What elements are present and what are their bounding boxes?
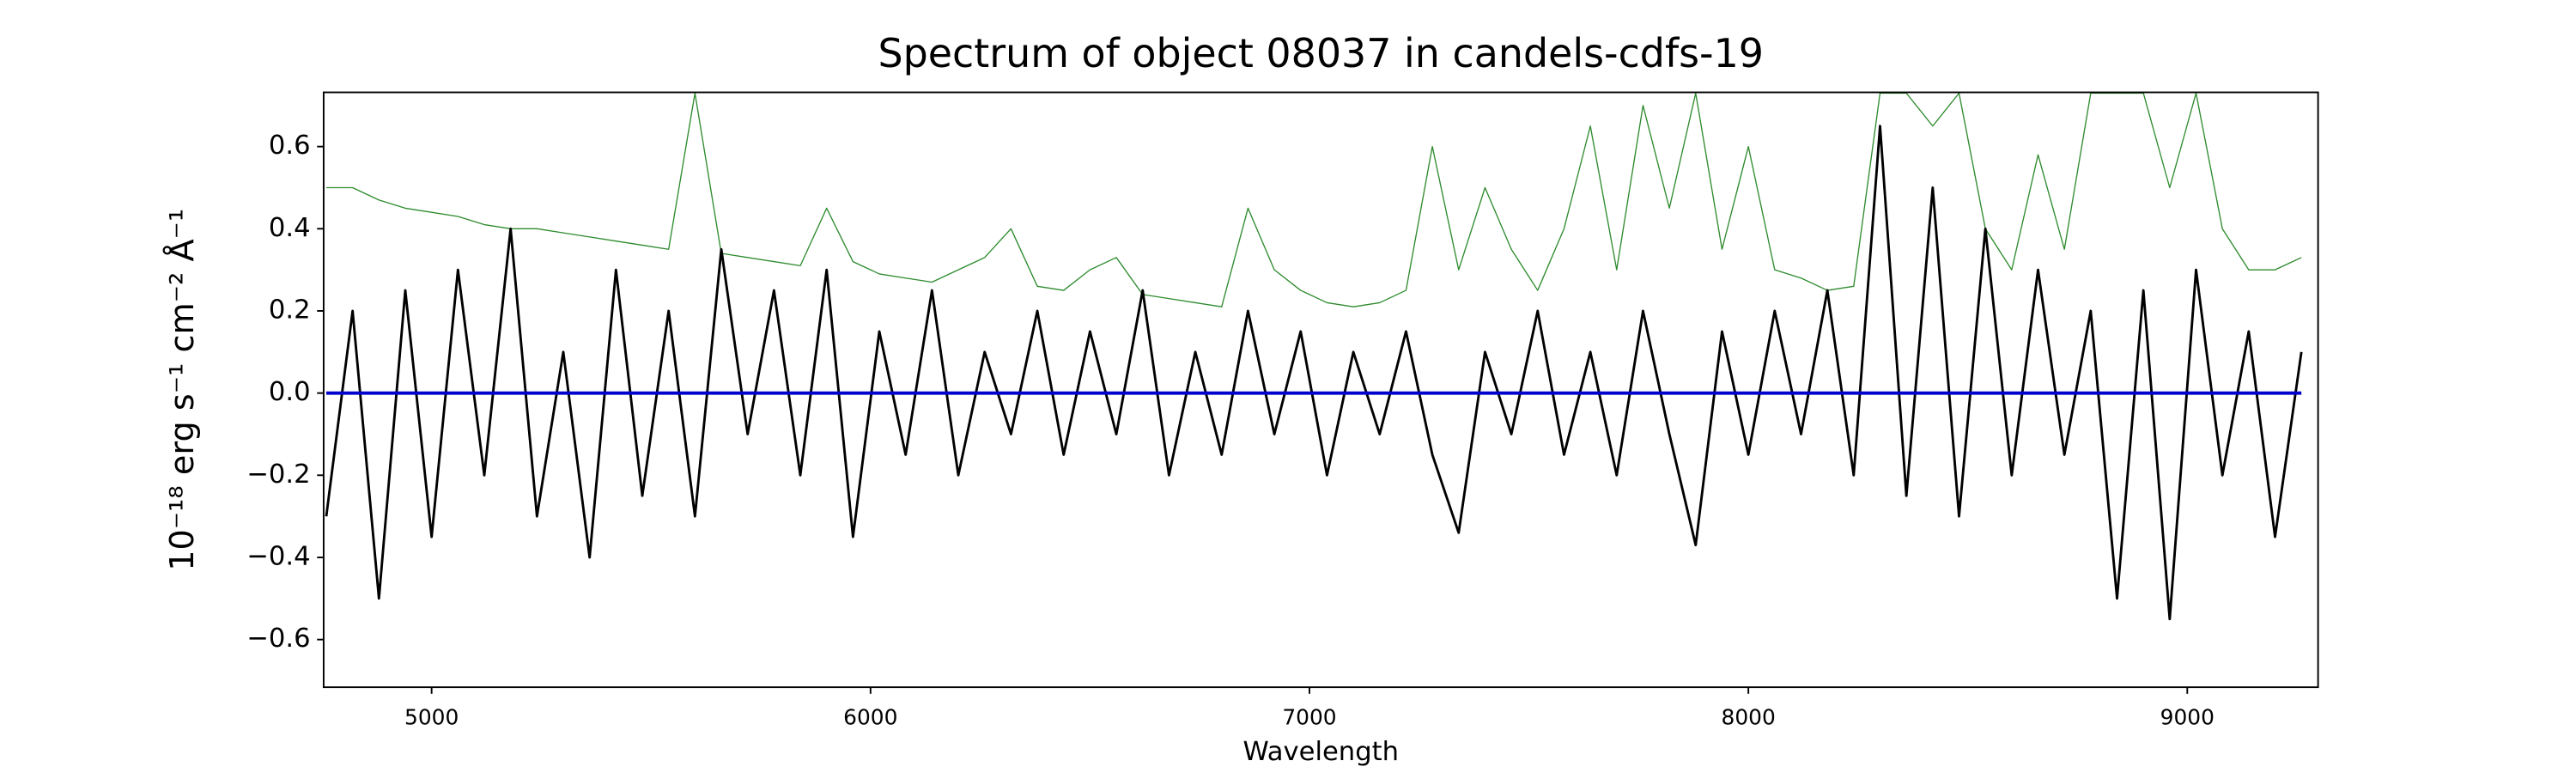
x-axis-label: Wavelength: [1242, 737, 1399, 767]
plot-area: [325, 92, 2303, 621]
x-tick-label: 8000: [1722, 704, 1776, 729]
x-tick-label: 6000: [843, 704, 897, 729]
x-tick-label: 9000: [2160, 704, 2215, 729]
y-tick-label: 0.6: [269, 131, 311, 161]
y-tick-label: −0.2: [246, 460, 310, 490]
spectrum-line: [325, 92, 2302, 307]
y-tick-label: 0.4: [269, 213, 311, 243]
y-tick-label: 0.2: [269, 295, 311, 325]
chart-title: Spectrum of object 08037 in candels-cdfs…: [878, 30, 1764, 76]
y-axis-label: 10⁻¹⁸ erg s⁻¹ cm⁻² Å⁻¹: [161, 209, 202, 571]
axes-frame: [322, 91, 2319, 689]
y-tick-label: −0.6: [246, 624, 310, 654]
y-tick-label: 0.0: [269, 377, 311, 407]
x-tick-label: 5000: [404, 704, 459, 729]
spectrum-line: [325, 125, 2303, 621]
y-tick-label: −0.4: [246, 541, 310, 571]
x-tick-label: 7000: [1282, 704, 1336, 729]
